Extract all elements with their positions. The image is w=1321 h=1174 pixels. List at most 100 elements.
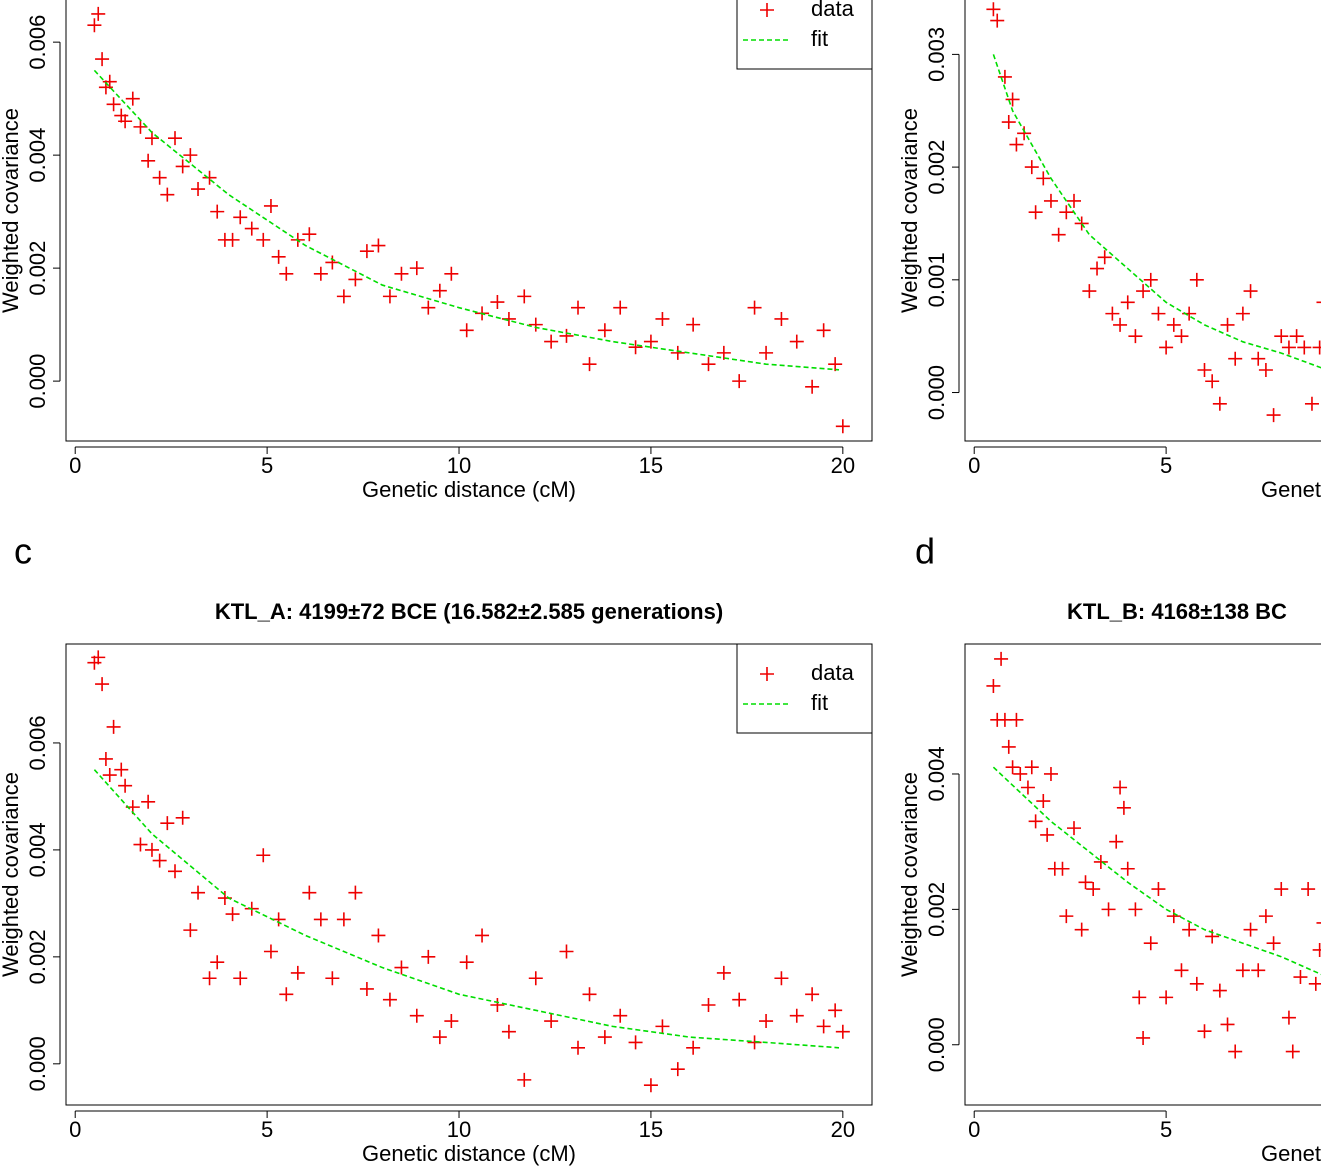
data-point [141, 153, 156, 168]
data-point [1105, 306, 1120, 321]
data-point [701, 997, 716, 1012]
data-point [444, 1014, 459, 1029]
data-point [571, 1040, 586, 1055]
legend-box [736, 0, 873, 70]
data-point [1281, 340, 1296, 355]
data-point [670, 1062, 685, 1077]
x-tick-label: 0 [69, 1117, 81, 1142]
data-point [686, 1040, 701, 1055]
y-tick-label: 0.006 [25, 715, 50, 770]
data-point [582, 357, 597, 372]
data-point [244, 221, 259, 236]
data-point [263, 198, 278, 213]
data-point [175, 810, 190, 825]
data-point [102, 768, 117, 783]
data-point [202, 170, 217, 185]
data-point [233, 210, 248, 225]
data-point [359, 244, 374, 259]
data-point [1235, 306, 1250, 321]
panel: c KTL_A: 4199±72 BCE (16.582±2.585 genera… [0, 531, 873, 1166]
data-point [1116, 800, 1131, 815]
data-point [517, 1072, 532, 1087]
data-point [1024, 760, 1039, 775]
data-point [1074, 922, 1089, 937]
data-point [1017, 126, 1032, 141]
data-point [816, 1019, 831, 1034]
data-point [1235, 963, 1250, 978]
x-tick-label: 0 [968, 1117, 980, 1142]
data-point [382, 289, 397, 304]
data-point [409, 261, 424, 276]
data-point [191, 885, 206, 900]
data-point [95, 52, 110, 67]
data-point [144, 842, 159, 857]
data-point [805, 379, 820, 394]
data-point [1128, 329, 1143, 344]
data-point [114, 762, 129, 777]
data-point [160, 187, 175, 202]
data-point [1043, 766, 1058, 781]
data-point [336, 912, 351, 927]
data-point [1304, 396, 1319, 411]
data-point [191, 182, 206, 197]
data-point [371, 928, 386, 943]
x-axis-label: Genetic distance (cM) [1261, 1141, 1321, 1166]
data-point [144, 131, 159, 146]
data-point [302, 885, 317, 900]
data-point [106, 97, 121, 112]
data-point [210, 204, 225, 219]
data-point [1189, 272, 1204, 287]
data-point [1028, 205, 1043, 220]
data-point [302, 227, 317, 242]
data-point [1132, 990, 1147, 1005]
data-point [202, 971, 217, 986]
data-point [1036, 794, 1051, 809]
panel: d KTL_B: 4168±138 BC 0 5 Genetic distance (c… [897, 531, 1321, 1166]
legend-label: data [811, 660, 855, 685]
data-point [1093, 854, 1108, 869]
legend-box [736, 643, 873, 734]
data-point [91, 6, 106, 21]
data-point [1120, 295, 1135, 310]
data-point [528, 317, 543, 332]
data-point [759, 1014, 774, 1029]
data-point [1009, 137, 1024, 152]
data-point [1136, 1030, 1151, 1045]
data-point [91, 650, 106, 665]
panel-label: c [14, 531, 32, 572]
data-point [1113, 317, 1128, 332]
data-point [168, 864, 183, 879]
y-tick-label: 0.000 [25, 354, 50, 409]
x-tick-label: 5 [1160, 453, 1172, 478]
data-point [559, 328, 574, 343]
data-point [1243, 284, 1258, 299]
data-point [1024, 160, 1039, 175]
y-tick-label: 0.004 [924, 746, 949, 801]
panel: 0 5 10 15 20 Genetic distance (cM) 0.000 0.002 0… [0, 0, 873, 502]
x-tick-label: 15 [639, 453, 663, 478]
data-point [263, 944, 278, 959]
data-point [1143, 936, 1158, 951]
data-point [1028, 814, 1043, 829]
data-point [1266, 936, 1281, 951]
data-point [290, 965, 305, 980]
data-point [394, 266, 409, 281]
data-point [716, 965, 731, 980]
data-point [528, 971, 543, 986]
data-point [133, 837, 148, 852]
data-point [1086, 882, 1101, 897]
data-point [655, 1019, 670, 1034]
data-point [789, 334, 804, 349]
data-point [1174, 963, 1189, 978]
data-point [98, 751, 113, 766]
data-point [118, 114, 133, 129]
y-tick-label: 0.000 [924, 365, 949, 420]
data-point [1166, 909, 1181, 924]
data-point [210, 955, 225, 970]
data-point [1212, 983, 1227, 998]
panel: 0 5 Genetic distance (cM) 0.000 0.001 0.002 0.… [897, 0, 1321, 502]
data-point [183, 148, 198, 163]
data-point [1074, 216, 1089, 231]
data-point [716, 345, 731, 360]
